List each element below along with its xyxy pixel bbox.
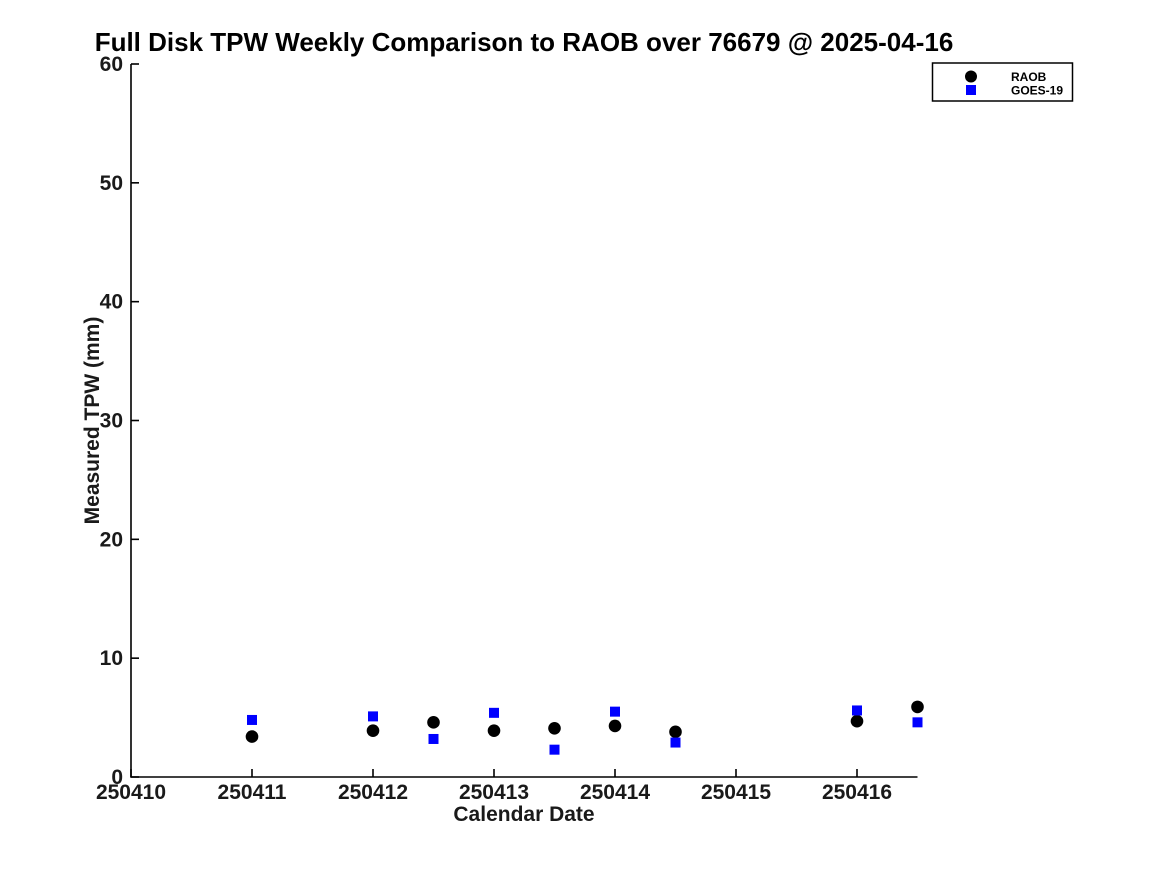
x-tick-label: 250413 [459,781,529,804]
y-tick-label: 10 [100,647,123,670]
legend-box [931,62,1074,102]
raob-point [427,716,440,729]
raob-point [245,730,259,743]
x-tick-label: 250410 [96,781,166,804]
raob-point [608,719,622,733]
goes-19-point [489,707,499,718]
raob-point [669,725,682,739]
raob-point [548,721,561,735]
legend-label-raob: RAOB [1011,70,1047,84]
x-tick-label: 250412 [338,781,408,804]
raob-point [366,724,380,737]
x-tick-label: 250415 [701,781,771,804]
goes-19-point [428,733,439,744]
y-tick-label: 50 [100,172,123,195]
y-tick-label: 30 [100,410,123,433]
y-tick-label: 0 [111,766,123,789]
y-tick-label: 20 [100,528,123,551]
goes-19-point [670,737,681,748]
legend-label-goes-19: GOES-19 [1011,84,1063,98]
legend-marker-raob [965,70,977,83]
chart-title: Full Disk TPW Weekly Comparison to RAOB … [95,27,954,57]
raob-point [911,700,924,714]
x-axis-label: Calendar Date [453,803,594,826]
x-tick-label: 250416 [822,781,892,804]
y-tick-label: 40 [100,291,123,314]
x-tick-label: 250411 [218,781,287,804]
goes-19-point [549,744,560,755]
x-tick-label: 250414 [580,781,650,804]
goes-19-point [368,711,378,722]
y-tick-label: 60 [100,53,123,76]
data-points [245,700,924,755]
goes-19-point [247,714,257,725]
axis-spines [130,64,918,778]
axes: 250410 250411 250412 250413 250414 250415 2504… [96,53,918,804]
raob-point [487,724,501,737]
legend-marker-goes-19 [966,85,976,95]
raob-point [850,714,864,728]
goes-19-point [852,705,862,716]
y-axis-label: Measured TPW (mm) [81,317,104,525]
goes-19-point [610,706,620,717]
goes-19-point [912,717,923,728]
